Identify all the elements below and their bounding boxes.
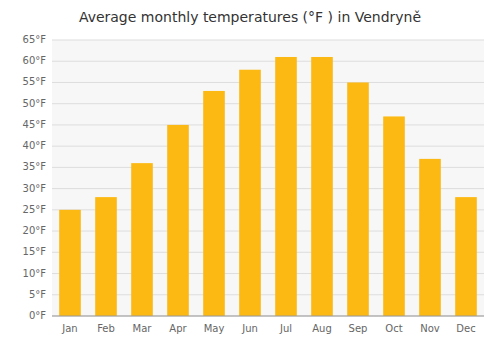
x-tick-label: Jul — [279, 323, 292, 334]
bar — [239, 70, 261, 316]
y-tick-label: 35°F — [23, 161, 47, 172]
y-tick-label: 15°F — [23, 246, 47, 257]
x-tick-label: Nov — [420, 323, 440, 334]
y-tick-label: 55°F — [23, 76, 47, 87]
x-axis: Jan Feb Mar Apr May Jun Jul Aug Sep Oct Nov Dec — [52, 316, 484, 334]
y-tick-label: 10°F — [23, 268, 47, 279]
x-tick-label: Jun — [241, 323, 258, 334]
grid-line — [52, 146, 484, 147]
bar — [347, 82, 369, 316]
grid — [52, 40, 484, 316]
bar — [203, 91, 225, 316]
bar — [275, 57, 297, 316]
grid-line — [52, 316, 484, 317]
bar — [311, 57, 333, 316]
x-tick-label: Mar — [133, 323, 153, 334]
y-axis: 0°F 5°F 10°F 15°F 20°F 25°F 30°F 35°F 40°F 45°F 50… — [23, 34, 47, 321]
x-tick-label: Apr — [169, 323, 187, 334]
grid-line — [52, 124, 484, 125]
x-tick-label: Aug — [312, 323, 332, 334]
bar — [455, 197, 477, 316]
grid-line — [52, 61, 484, 62]
bar — [95, 197, 117, 316]
y-tick-label: 40°F — [23, 140, 47, 151]
title: Average monthly temperatures (°F ) in Ve… — [79, 9, 421, 25]
y-tick-label: 30°F — [23, 183, 47, 194]
y-tick-label: 25°F — [23, 204, 47, 215]
bar — [131, 163, 153, 316]
x-tick-label: Feb — [97, 323, 115, 334]
grid-line — [52, 103, 484, 104]
plot-background — [52, 40, 484, 316]
chart-container: 0°F 5°F 10°F 15°F 20°F 25°F 30°F 35°F 40°F 45°F 50… — [0, 0, 500, 350]
y-tick-label: 20°F — [23, 225, 47, 236]
bar — [59, 210, 81, 316]
x-tick-label: May — [204, 323, 225, 334]
y-tick-label: 5°F — [29, 289, 46, 300]
y-tick-label: 45°F — [23, 119, 47, 130]
x-axis-line — [52, 316, 484, 317]
y-tick-label: 60°F — [23, 55, 47, 66]
grid-line — [52, 82, 484, 83]
bar — [419, 159, 441, 316]
y-tick-label: 65°F — [23, 34, 47, 45]
y-tick-label: 50°F — [23, 98, 47, 109]
chart-svg: 0°F 5°F 10°F 15°F 20°F 25°F 30°F 35°F 40°F 45°F 50… — [0, 0, 500, 350]
y-tick-label: 0°F — [29, 310, 46, 321]
x-tick-label: Sep — [349, 323, 368, 334]
x-tick-label: Dec — [456, 323, 475, 334]
x-tick-label: Oct — [385, 323, 402, 334]
grid-line — [52, 40, 484, 41]
bars — [59, 57, 477, 316]
x-tick-label: Jan — [61, 323, 77, 334]
bar — [167, 125, 189, 316]
bar — [383, 116, 405, 316]
